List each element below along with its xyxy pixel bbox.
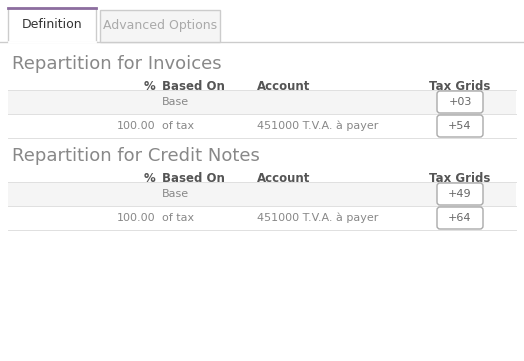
Text: Base: Base — [162, 97, 189, 107]
Text: +64: +64 — [448, 213, 472, 223]
FancyBboxPatch shape — [437, 207, 483, 229]
FancyBboxPatch shape — [100, 10, 220, 42]
Text: Repartition for Invoices: Repartition for Invoices — [12, 55, 222, 73]
Text: %: % — [143, 79, 155, 92]
FancyBboxPatch shape — [8, 114, 516, 138]
FancyBboxPatch shape — [8, 8, 96, 42]
FancyBboxPatch shape — [8, 90, 516, 114]
Text: Repartition for Credit Notes: Repartition for Credit Notes — [12, 147, 260, 165]
Text: Based On: Based On — [162, 171, 225, 184]
Text: +03: +03 — [449, 97, 472, 107]
Text: of tax: of tax — [162, 213, 194, 223]
Text: %: % — [143, 171, 155, 184]
FancyBboxPatch shape — [437, 183, 483, 205]
Text: 100.00: 100.00 — [116, 213, 155, 223]
Text: Definition: Definition — [21, 18, 82, 31]
Text: Tax Grids: Tax Grids — [429, 79, 490, 92]
Text: Based On: Based On — [162, 79, 225, 92]
Text: Account: Account — [257, 79, 310, 92]
FancyBboxPatch shape — [8, 182, 516, 206]
Text: Tax Grids: Tax Grids — [429, 171, 490, 184]
Text: 451000 T.V.A. à payer: 451000 T.V.A. à payer — [257, 213, 378, 223]
Text: +49: +49 — [448, 189, 472, 199]
FancyBboxPatch shape — [437, 115, 483, 137]
FancyBboxPatch shape — [8, 206, 516, 230]
Text: Advanced Options: Advanced Options — [103, 19, 217, 32]
Text: 451000 T.V.A. à payer: 451000 T.V.A. à payer — [257, 121, 378, 131]
Text: of tax: of tax — [162, 121, 194, 131]
Text: +54: +54 — [448, 121, 472, 131]
Text: Account: Account — [257, 171, 310, 184]
Text: Base: Base — [162, 189, 189, 199]
Text: 100.00: 100.00 — [116, 121, 155, 131]
FancyBboxPatch shape — [437, 91, 483, 113]
